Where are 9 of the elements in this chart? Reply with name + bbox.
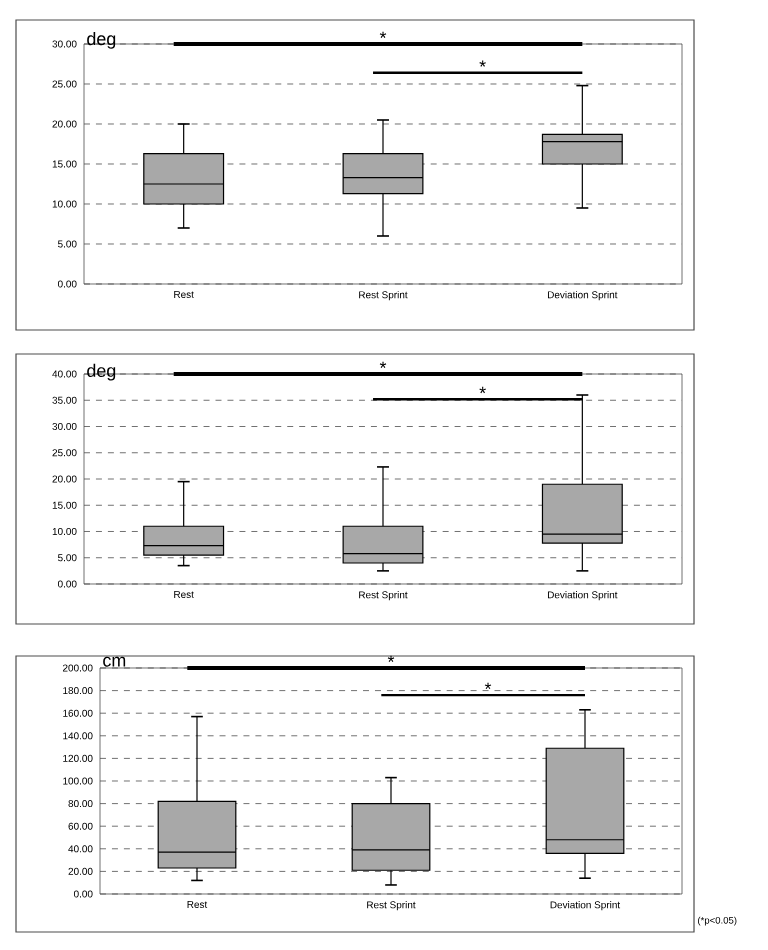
y-axis-title: deg: [87, 31, 116, 49]
annotation: *: [479, 60, 486, 67]
annotation: *: [484, 682, 492, 690]
text: *: [379, 31, 387, 38]
text: *: [387, 655, 395, 662]
y-axis-title: deg: [87, 363, 116, 381]
annotation: *: [479, 386, 486, 394]
text: *: [379, 361, 387, 368]
y-axis-title: cm: [103, 656, 126, 667]
